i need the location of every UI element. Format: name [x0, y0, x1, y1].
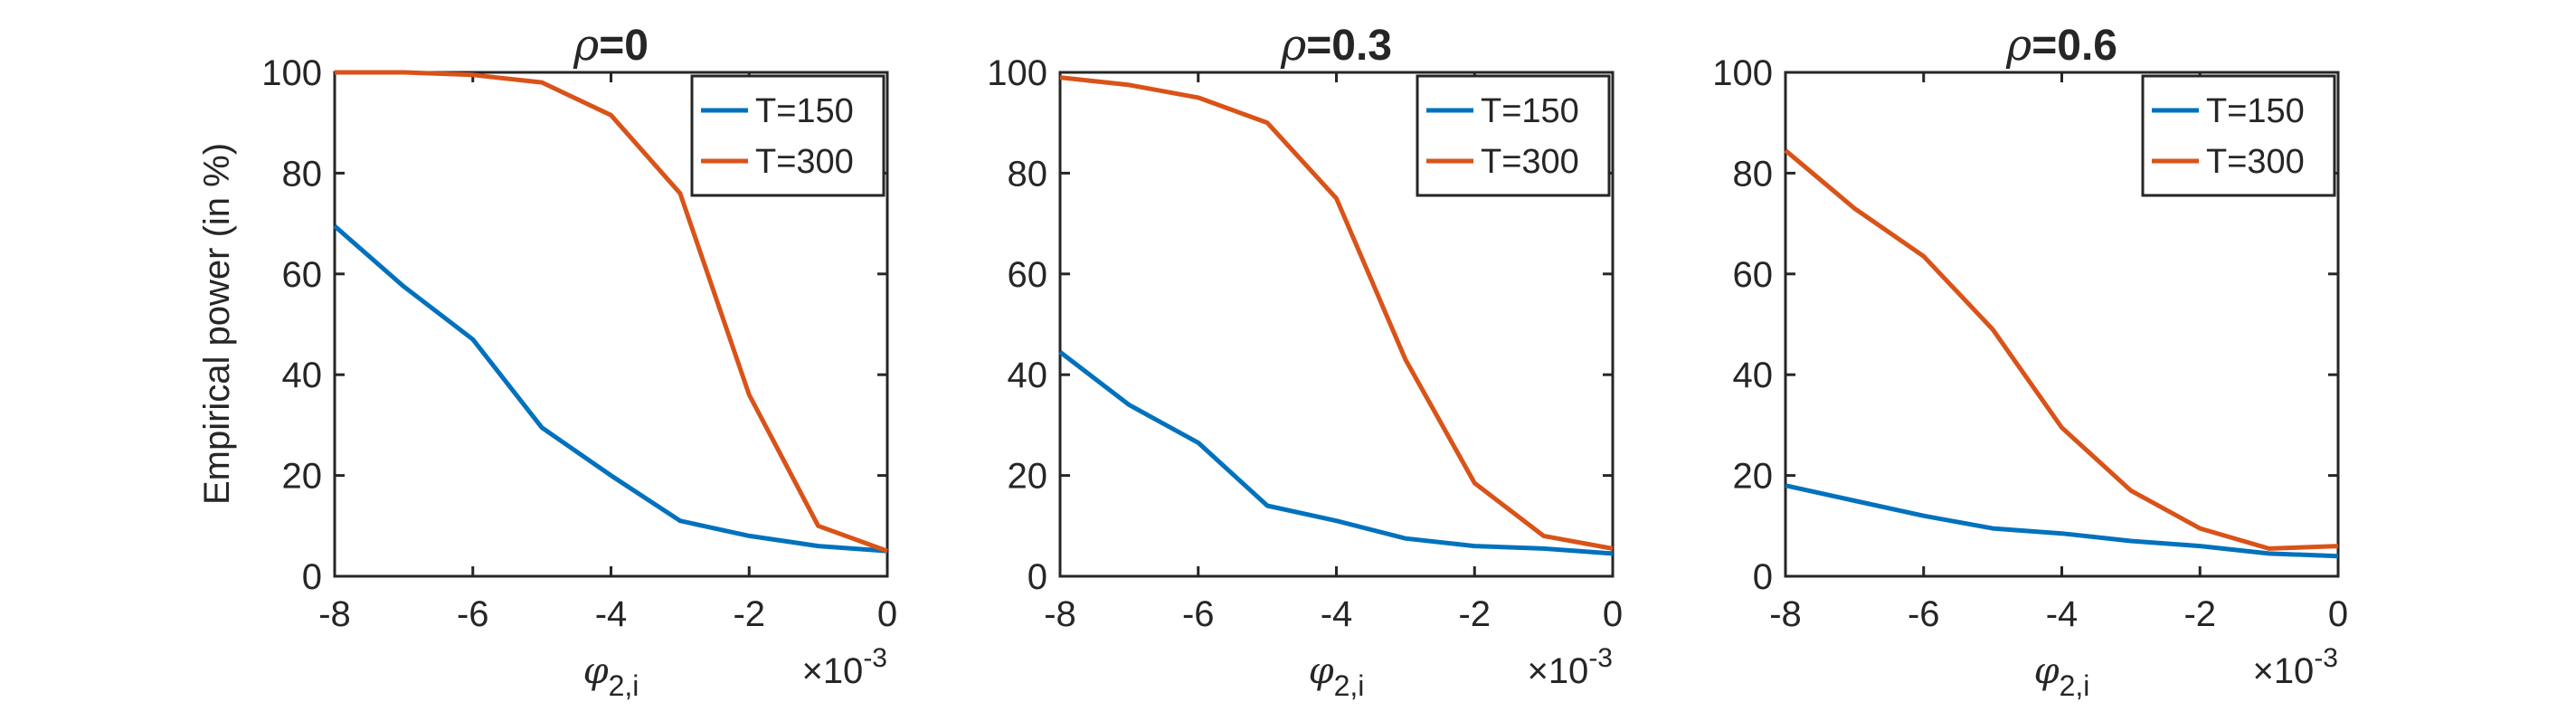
x-axis-multiplier: ×10-3: [801, 643, 887, 691]
y-tick-label: 80: [282, 154, 323, 194]
x-label-subscript: 2,i: [1334, 669, 1365, 702]
chart-title: ρ=0.6: [2005, 20, 2117, 71]
legend-label: T=300: [1481, 143, 1579, 181]
y-tick-label: 0: [1028, 557, 1047, 597]
x-tick-label: -2: [2183, 594, 2216, 634]
title-value: =0.3: [1306, 22, 1392, 70]
y-tick-label: 80: [1733, 154, 1774, 194]
series-line-t300: [1784, 148, 2339, 551]
legend-label: T=150: [755, 92, 854, 130]
x-tick-label: -4: [595, 594, 628, 634]
x-tick-label: -2: [733, 594, 765, 634]
legend: T=150 T=300: [690, 74, 886, 197]
y-tick-label: 40: [1733, 356, 1774, 395]
x-tick-label: -4: [2046, 594, 2079, 634]
y-tick-label: 40: [1008, 356, 1048, 395]
x-label-symbol: φ: [2034, 650, 2060, 692]
x-tick-label: 0: [1603, 594, 1623, 634]
legend: T=150 T=300: [1416, 74, 1611, 197]
x-tick-label: -2: [1458, 594, 1491, 634]
legend: T=150 T=300: [2141, 74, 2336, 197]
y-tick-label: 60: [282, 255, 323, 295]
x-label-subscript: 2,i: [2060, 669, 2090, 702]
series-line-t300: [335, 70, 888, 554]
x-tick-label: 0: [2328, 594, 2348, 634]
x-tick-label: -8: [1044, 594, 1076, 634]
x-tick-label: -6: [1908, 594, 1940, 634]
x-axis-label: φ2,i: [2034, 650, 2090, 702]
x-label-symbol: φ: [1309, 650, 1334, 692]
x-label-symbol: φ: [583, 650, 609, 692]
y-tick-label: 40: [282, 356, 323, 395]
y-tick-label: 20: [1733, 457, 1774, 497]
chart-title: ρ=0: [573, 20, 649, 71]
title-value: =0: [599, 22, 649, 70]
x-axis-label: φ2,i: [583, 650, 639, 702]
chart-title: ρ=0.3: [1280, 20, 1392, 71]
y-tick-label: 0: [1753, 557, 1773, 597]
x-tick-label: -6: [457, 594, 489, 634]
y-axis-label: Empirical power (in %): [197, 143, 237, 505]
y-tick-label: 100: [1712, 53, 1773, 93]
multiplier-exponent: -3: [1588, 643, 1613, 673]
series-line-t150: [1785, 483, 2339, 559]
multiplier-base: ×10: [1527, 651, 1588, 691]
x-tick-label: -8: [318, 594, 351, 634]
multiplier-base: ×10: [801, 651, 863, 691]
x-axis-multiplier: ×10-3: [2252, 643, 2338, 691]
legend-label: T=150: [1481, 92, 1579, 130]
y-tick-label: 0: [302, 557, 322, 597]
legend-box: [690, 74, 886, 197]
y-tick-label: 20: [282, 457, 323, 497]
title-symbol: ρ: [2005, 20, 2031, 71]
x-axis-multiplier: ×10-3: [1527, 643, 1613, 691]
multiplier-exponent: -3: [2314, 643, 2338, 673]
legend-label: T=300: [2206, 143, 2305, 181]
legend-box: [2141, 74, 2336, 197]
y-tick-label: 60: [1733, 255, 1774, 295]
y-tick-label: 100: [261, 53, 322, 93]
legend-box: [1416, 74, 1611, 197]
title-value: =0.6: [2031, 22, 2117, 70]
series-line-t300: [1059, 75, 1614, 551]
series-line-t150: [333, 224, 888, 554]
series-line-t150: [1058, 350, 1614, 556]
x-tick-label: -6: [1182, 594, 1215, 634]
multiplier-base: ×10: [2252, 651, 2314, 691]
legend-label: T=300: [755, 143, 854, 181]
legend-label: T=150: [2206, 92, 2305, 130]
multiplier-exponent: -3: [863, 643, 887, 673]
x-tick-label: -4: [1321, 594, 1353, 634]
x-label-subscript: 2,i: [609, 669, 639, 702]
x-axis-label: φ2,i: [1309, 650, 1365, 702]
x-tick-label: 0: [877, 594, 897, 634]
y-tick-label: 100: [987, 53, 1047, 93]
title-symbol: ρ: [1280, 20, 1306, 71]
y-tick-label: 20: [1008, 457, 1048, 497]
chart-panel: 0 20 40 60 80 100 -8 -6 -4 -2 0 ρ=0.3 φ2,i ×10-3 T=150…: [987, 20, 1623, 702]
x-tick-label: -8: [1769, 594, 1802, 634]
title-symbol: ρ: [573, 20, 599, 71]
y-tick-label: 80: [1008, 154, 1048, 194]
y-tick-label: 60: [1008, 255, 1048, 295]
chart-panel: 0 20 40 60 80 100 -8 -6 -4 -2 0 ρ=0.6 φ2,i ×10-3 T=150…: [1712, 20, 2348, 702]
